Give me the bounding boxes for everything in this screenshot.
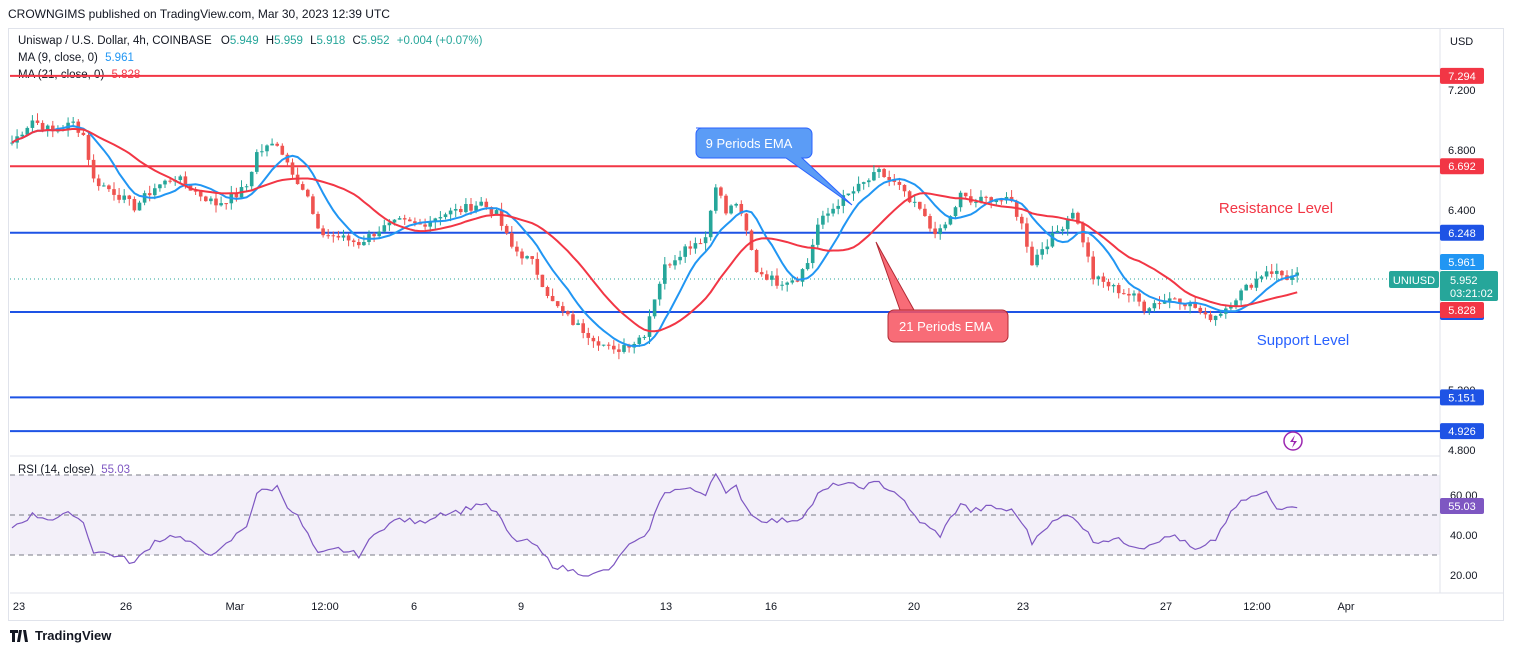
rsi-label: RSI (14, close)	[18, 464, 95, 476]
low-value: 5.918	[316, 35, 346, 47]
low-label: L	[310, 35, 317, 47]
close-label: C	[352, 35, 361, 47]
tradingview-brand[interactable]: TradingView	[10, 628, 111, 643]
open-value: 5.949	[229, 35, 259, 47]
ma9-value: 5.961	[105, 52, 134, 64]
close-value: 5.952	[360, 35, 390, 47]
rsi-value: 55.03	[101, 464, 131, 476]
ma9-label: MA (9, close, 0)	[18, 52, 98, 64]
brand-name: TradingView	[35, 628, 112, 643]
high-value: 5.959	[274, 35, 303, 47]
ma21-label: MA (21, close, 0)	[18, 69, 105, 81]
rsi-legend: RSI (14, close) 55.03	[18, 464, 130, 476]
ma21-legend: MA (21, close, 0) 5.828	[18, 69, 140, 81]
tradingview-logo-icon	[10, 629, 30, 642]
symbol-legend: Uniswap / U.S. Dollar, 4h, COINBASE O5.9…	[18, 35, 482, 47]
symbol-title: Uniswap / U.S. Dollar, 4h, COINBASE	[18, 35, 212, 47]
publisher-line: CROWNGIMS published on TradingView.com, …	[8, 7, 390, 21]
change-value: +0.004 (+0.07%)	[396, 35, 483, 47]
high-label: H	[265, 35, 275, 47]
ma21-value: 5.828	[111, 69, 141, 81]
open-label: O	[220, 35, 230, 47]
ma9-legend: MA (9, close, 0) 5.961	[18, 52, 134, 64]
chart-frame	[8, 28, 1504, 621]
